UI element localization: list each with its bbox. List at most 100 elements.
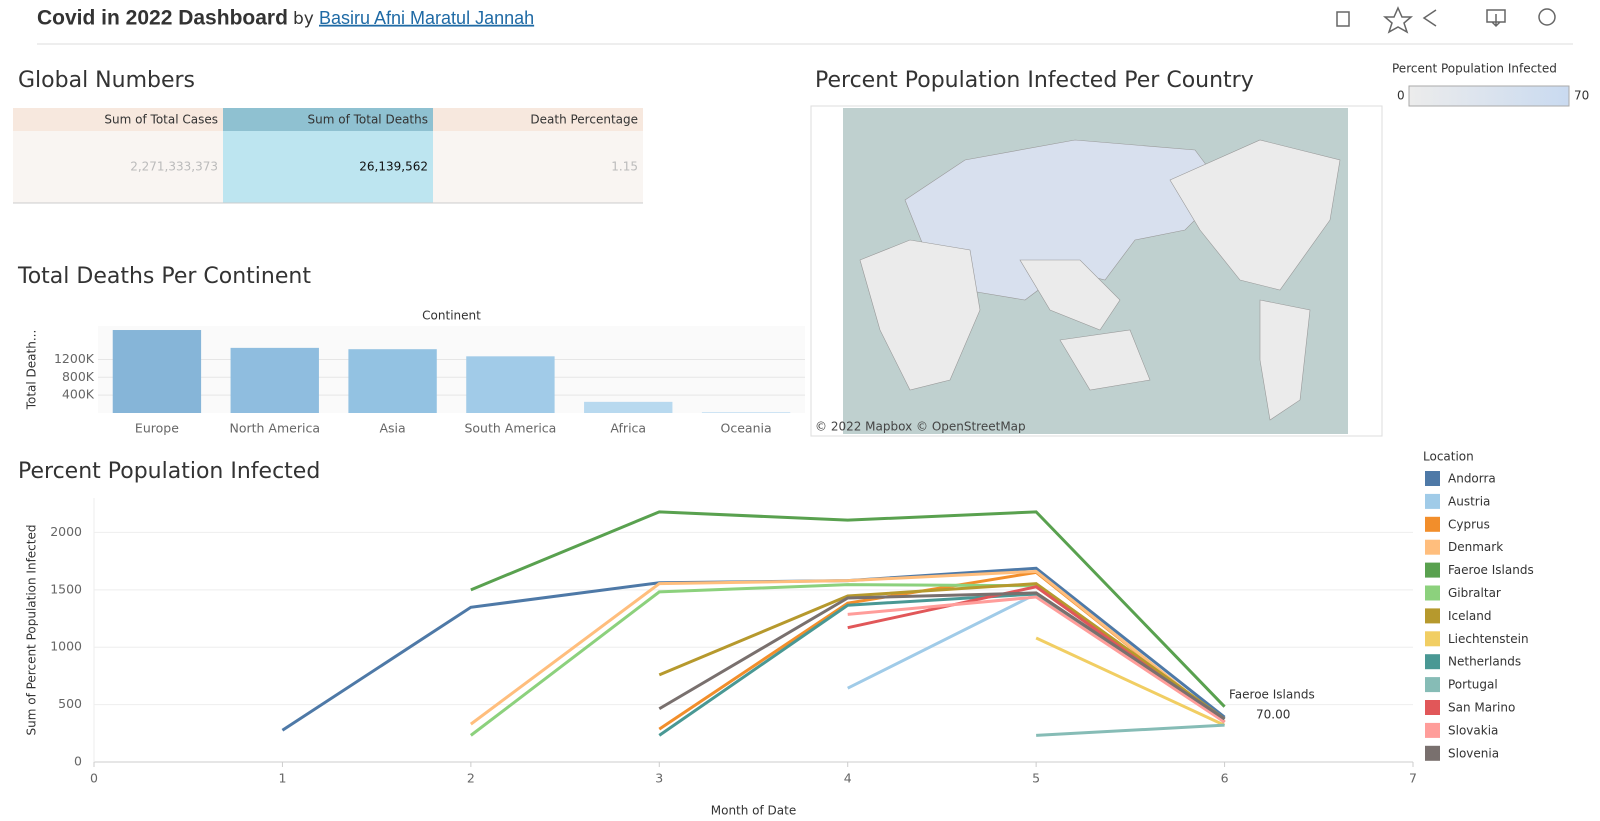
- bar: [584, 401, 673, 413]
- copy-icon[interactable]: [1336, 11, 1350, 27]
- chart-title: Total Deaths Per Continent: [17, 264, 311, 289]
- chart-title: Percent Population Infected: [18, 459, 320, 484]
- map-title: Percent Population Infected Per Country: [815, 68, 1254, 93]
- toolbar: [1336, 6, 1556, 34]
- legend-swatch: [1425, 493, 1440, 509]
- by-label: by: [293, 9, 314, 29]
- cell-value: 26,139,562: [359, 160, 428, 174]
- land-africa: [859, 239, 981, 391]
- series-line: [1036, 723, 1225, 737]
- map-legend-min: 0: [1397, 89, 1405, 103]
- x-tick-label: Africa: [610, 421, 646, 436]
- column-header: Continent: [422, 309, 481, 323]
- legend-label: Portugal: [1448, 678, 1498, 692]
- land-americas: [1169, 139, 1341, 421]
- x-tick-label: 7: [1409, 771, 1417, 786]
- legend-swatch: [1425, 631, 1440, 647]
- y-tick-label: 1500: [50, 581, 82, 596]
- x-tick-label: Asia: [379, 421, 405, 436]
- legend-label: Slovenia: [1448, 746, 1499, 760]
- legend-swatch: [1425, 516, 1440, 532]
- author-link[interactable]: Basiru Afni Maratul Jannah: [319, 8, 534, 28]
- x-tick-label: 0: [90, 771, 98, 786]
- legend-swatch: [1425, 654, 1440, 670]
- global-numbers-table: Sum of Total Cases 2,271,333,373 Sum of To…: [13, 108, 643, 204]
- data-cell: [433, 131, 643, 203]
- legend-swatch: [1425, 471, 1440, 486]
- map-legend-max: 70: [1574, 89, 1589, 103]
- series-line: [847, 585, 1226, 724]
- legend-title: Location: [1423, 450, 1474, 464]
- series-line: [469, 583, 1226, 737]
- series-line: [658, 591, 1226, 721]
- annotation-text: Faeroe Islands: [1229, 688, 1315, 702]
- map-legend-ramp: [1408, 85, 1570, 107]
- cell-value: 1.15: [611, 160, 638, 174]
- legend-label: Austria: [1448, 494, 1490, 508]
- download-icon[interactable]: [1486, 9, 1506, 28]
- map-legend-title: Percent Population Infected: [1392, 62, 1557, 76]
- map: © 2022 Mapbox © OpenStreetMap: [810, 105, 1383, 437]
- share-icon[interactable]: [1422, 9, 1437, 27]
- legend-swatch: [1425, 677, 1440, 693]
- series-line: [658, 582, 1226, 721]
- bar: [466, 356, 555, 413]
- legend-swatch: [1425, 608, 1440, 624]
- land-asia-oceania: [1019, 259, 1151, 391]
- header-cell: [13, 108, 223, 131]
- y-tick-label: 400K: [62, 387, 95, 402]
- y-axis-label: Sum of Percent Population Infected: [25, 525, 39, 736]
- y-tick-label: 500: [58, 696, 82, 711]
- plot-bg: [98, 326, 805, 413]
- column-header: Death Percentage: [530, 113, 638, 127]
- y-tick-label: 0: [74, 754, 82, 769]
- legend-label: Cyprus: [1448, 517, 1490, 531]
- y-tick-label: 2000: [50, 524, 82, 539]
- legend-label: Gibraltar: [1448, 586, 1501, 600]
- annotation-label: 70.00: [1256, 708, 1290, 722]
- legend-swatch: [1425, 700, 1440, 715]
- x-tick-label: 5: [1032, 771, 1040, 786]
- legend-swatch: [1425, 745, 1440, 761]
- bar: [112, 330, 202, 413]
- header-cell: [433, 108, 643, 131]
- metrics-icon[interactable]: [1538, 8, 1556, 26]
- column-header: Sum of Total Deaths: [308, 113, 429, 127]
- x-tick-label: 4: [844, 771, 852, 786]
- x-tick-label: Europe: [135, 421, 179, 436]
- legend-label: Denmark: [1448, 540, 1503, 554]
- series-line: [469, 569, 1226, 726]
- series-line: [1035, 636, 1226, 727]
- x-tick-label: 3: [655, 771, 663, 786]
- x-tick-label: South America: [464, 421, 556, 436]
- x-tick-label: North America: [230, 421, 321, 436]
- x-tick-label: 1: [278, 771, 286, 786]
- favorite-icon[interactable]: [1382, 6, 1414, 34]
- y-axis-label: Total Death...: [25, 330, 39, 411]
- y-tick-label: 1000: [50, 639, 82, 654]
- series-line: [847, 595, 1226, 724]
- legend-label: Andorra: [1448, 472, 1496, 486]
- data-cell: [13, 131, 223, 203]
- legend-label: Liechtenstein: [1448, 632, 1529, 646]
- legend-label: Slovakia: [1448, 723, 1498, 737]
- series-line: [470, 510, 1226, 708]
- data-cell: [223, 131, 433, 203]
- legend-label: Netherlands: [1448, 655, 1521, 669]
- y-tick-label: 1200K: [54, 351, 95, 366]
- x-tick-label: 6: [1221, 771, 1229, 786]
- bar: [348, 349, 437, 413]
- legend-swatch: [1425, 562, 1440, 578]
- header-cell: [223, 108, 433, 131]
- bar: [230, 347, 319, 413]
- dashboard-title: Covid in 2022 Dashboard: [37, 7, 288, 30]
- legend-label: Iceland: [1448, 609, 1491, 623]
- bar: [701, 412, 791, 413]
- series-line: [281, 566, 1226, 732]
- column-header: Sum of Total Cases: [104, 113, 218, 127]
- x-tick-label: 2: [467, 771, 475, 786]
- legend-swatch: [1425, 722, 1440, 738]
- legend-swatch: [1425, 539, 1440, 555]
